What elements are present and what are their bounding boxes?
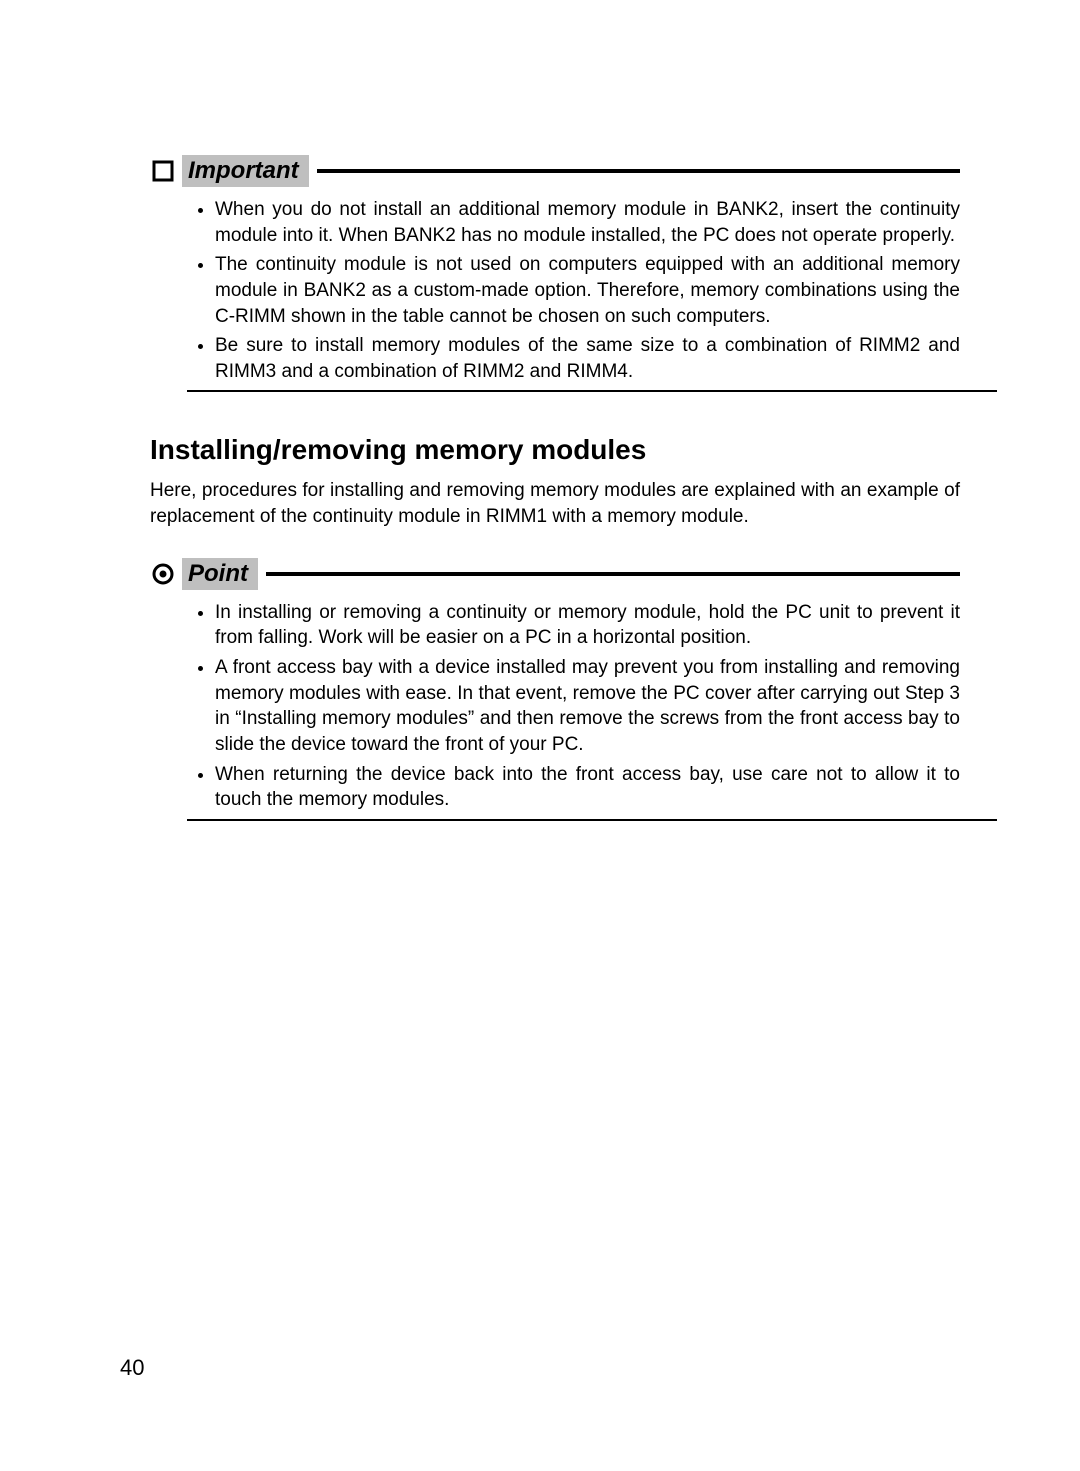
point-callout: Point In installing or removing a contin… — [150, 558, 960, 821]
important-rule-bottom — [187, 390, 997, 392]
point-body: In installing or removing a continuity o… — [150, 600, 960, 813]
section-intro: Here, procedures for installing and remo… — [150, 478, 960, 529]
point-rule-bottom — [187, 819, 997, 821]
important-rule-top — [317, 169, 960, 173]
section-heading: Installing/removing memory modules — [150, 434, 960, 466]
point-label: Point — [182, 558, 258, 590]
list-item: A front access bay with a device install… — [215, 655, 960, 758]
list-item: The continuity module is not used on com… — [215, 252, 960, 329]
important-callout: Important When you do not install an add… — [150, 155, 960, 392]
document-page: Important When you do not install an add… — [0, 0, 1080, 1471]
list-item: Be sure to install memory modules of the… — [215, 333, 960, 384]
point-list: In installing or removing a continuity o… — [187, 600, 960, 813]
point-rule-top — [266, 572, 960, 576]
list-item: When returning the device back into the … — [215, 762, 960, 813]
list-item: When you do not install an additional me… — [215, 197, 960, 248]
point-header: Point — [150, 558, 960, 590]
important-list: When you do not install an additional me… — [187, 197, 960, 384]
list-item: In installing or removing a continuity o… — [215, 600, 960, 651]
point-icon — [150, 561, 176, 587]
page-number: 40 — [120, 1355, 144, 1381]
important-label: Important — [182, 155, 309, 187]
important-icon — [150, 158, 176, 184]
important-header: Important — [150, 155, 960, 187]
important-body: When you do not install an additional me… — [150, 197, 960, 384]
